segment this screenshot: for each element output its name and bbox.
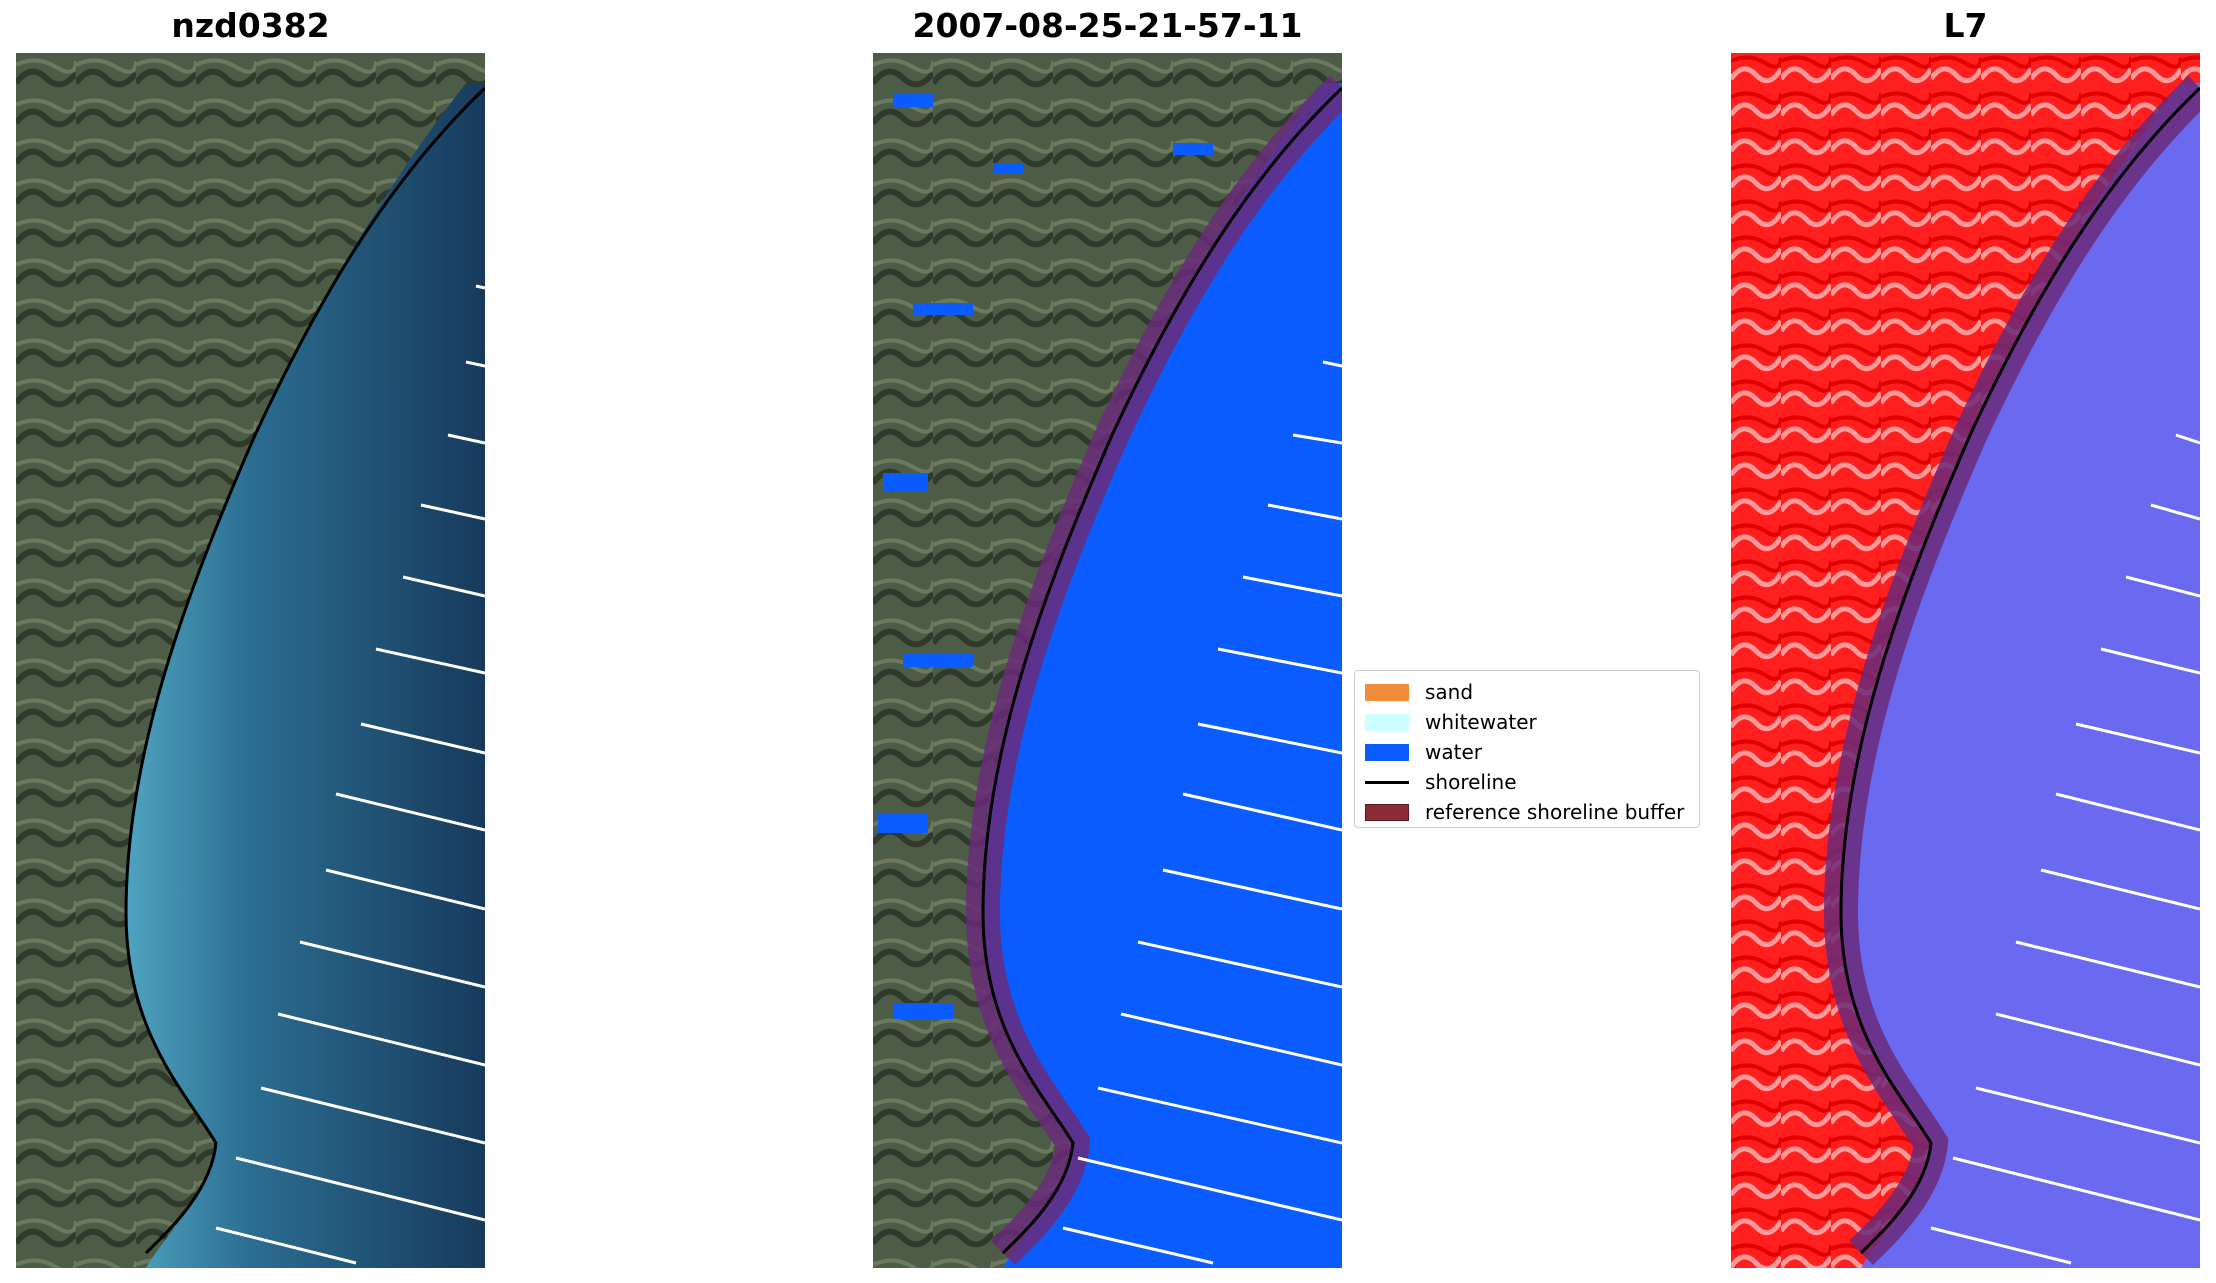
legend-swatch-water — [1365, 743, 1409, 761]
index-image-panel — [1731, 53, 2200, 1268]
sea-area — [126, 83, 485, 1268]
legend: sand whitewater water shoreline referenc… — [1354, 670, 1700, 828]
shoreline — [1839, 86, 2200, 1255]
water-class-area — [983, 83, 1342, 1268]
legend-label: whitewater — [1425, 710, 1537, 734]
scan-line-gaps — [215, 284, 485, 1265]
rgb-image-panel — [16, 53, 485, 1268]
shoreline — [981, 86, 1342, 1255]
inland-water-patches — [878, 93, 1213, 1019]
legend-line-shoreline — [1365, 780, 1409, 784]
legend-item-whitewater: whitewater — [1365, 707, 1689, 737]
legend-item-buffer: reference shoreline buffer — [1365, 797, 1689, 827]
legend-swatch-whitewater — [1365, 713, 1409, 731]
legend-label: sand — [1425, 680, 1474, 704]
panel-title-rgb: nzd0382 — [171, 6, 330, 45]
panel-title-satellite: L7 — [1943, 6, 1988, 45]
legend-label: water — [1425, 740, 1482, 764]
water-index-area — [1841, 83, 2200, 1268]
legend-label: reference shoreline buffer — [1425, 800, 1685, 824]
legend-item-sand: sand — [1365, 677, 1689, 707]
scan-line-gaps — [1062, 360, 1342, 1265]
panel-title-date: 2007-08-25-21-57-11 — [912, 6, 1303, 45]
shoreline — [124, 86, 485, 1255]
legend-item-water: water — [1365, 737, 1689, 767]
legend-swatch-buffer — [1365, 803, 1409, 821]
legend-item-shoreline: shoreline — [1365, 767, 1689, 797]
legend-swatch-sand — [1365, 683, 1409, 701]
classified-image-panel — [873, 53, 1342, 1268]
scan-line-gaps — [1930, 433, 2200, 1265]
legend-label: shoreline — [1425, 770, 1517, 794]
